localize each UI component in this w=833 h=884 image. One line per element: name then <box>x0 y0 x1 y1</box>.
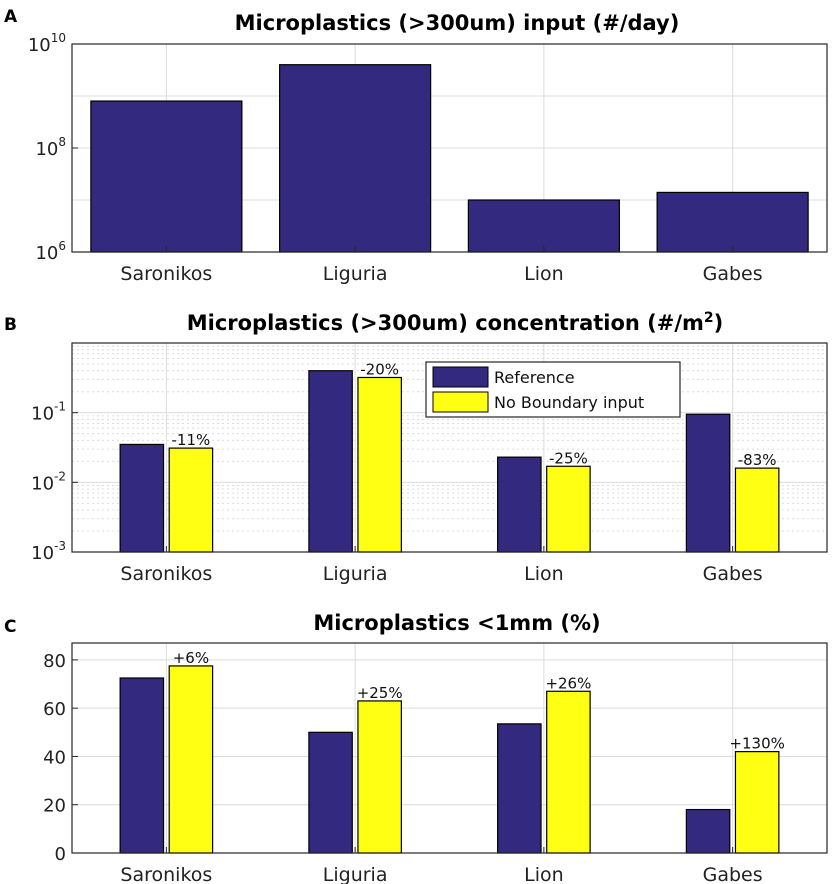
bar-gabes-series-1 <box>656 191 809 253</box>
y-tick-base: 10 <box>28 35 51 56</box>
y-tick-label: 108 <box>35 135 66 160</box>
bar-lion-series-2 <box>546 465 591 553</box>
data-label-lion: +26% <box>545 674 591 692</box>
x-tick-label-saronikos: Saronikos <box>120 864 212 884</box>
legend-label-no-boundary: No Boundary input <box>494 393 644 412</box>
bar-saronikos-series-1 <box>90 100 243 253</box>
panel-b: B Microplastics (>300um) concentration (… <box>4 310 828 585</box>
data-label-saronikos: +6% <box>173 649 209 667</box>
x-tick-label-lion: Lion <box>524 263 564 285</box>
y-tick-base: 10 <box>35 243 58 264</box>
panel-letter-b: B <box>4 315 17 335</box>
y-tick-label: 0 <box>55 844 66 865</box>
x-tick-label-saronikos: Saronikos <box>120 563 212 585</box>
bar-gabes-series-2 <box>734 467 780 553</box>
data-label-lion: -25% <box>549 449 588 467</box>
y-tick-label: 10-2 <box>31 469 66 494</box>
bar-lion-series-2 <box>546 690 591 854</box>
y-tick-label: 20 <box>43 796 66 817</box>
x-tick-label-saronikos: Saronikos <box>120 263 212 285</box>
bar-saronikos-series-2 <box>168 665 214 854</box>
chart-title-c: Microplastics <1mm (%) <box>313 611 600 635</box>
y-tick-exponent: 10 <box>51 31 66 45</box>
data-label-liguria: +25% <box>357 684 403 702</box>
bar-lion-series-1 <box>467 199 620 253</box>
bar-liguria-series-1 <box>308 370 353 553</box>
bar-liguria-series-2 <box>357 376 402 553</box>
bar-lion-series-1 <box>497 723 542 854</box>
y-tick-exponent: -2 <box>54 469 66 483</box>
x-tick-label-liguria: Liguria <box>323 263 388 285</box>
bar-gabes-series-1 <box>685 808 731 854</box>
x-tick-label-gabes: Gabes <box>703 864 763 884</box>
bar-saronikos-series-2 <box>168 447 214 553</box>
bar-gabes-series-1 <box>685 413 731 553</box>
panel-letter-c: C <box>4 617 16 637</box>
chart-title-b: Microplastics (>300um) concentration (#/… <box>187 310 724 335</box>
y-tick-label: 10-1 <box>31 400 66 425</box>
legend-swatch-no-boundary <box>432 391 489 413</box>
bar-liguria-series-1 <box>308 731 353 854</box>
y-tick-label: 60 <box>43 699 66 720</box>
y-tick-label: 106 <box>35 239 66 264</box>
bar-lion-series-1 <box>497 456 542 553</box>
data-label-liguria: -20% <box>360 360 399 378</box>
bar-liguria-series-2 <box>357 700 402 854</box>
x-tick-label-gabes: Gabes <box>703 263 763 285</box>
axes-box <box>71 342 828 553</box>
x-tick-label-lion: Lion <box>524 864 564 884</box>
data-label-gabes: +130% <box>729 735 784 753</box>
chart-title-b-sup: 2 <box>704 310 714 326</box>
data-label-saronikos: -11% <box>172 431 211 449</box>
y-tick-base: 10 <box>31 473 54 494</box>
legend-label-reference: Reference <box>494 368 575 387</box>
chart-title-b-main: Microplastics (>300um) concentration (#/… <box>187 311 704 335</box>
x-tick-label-liguria: Liguria <box>323 864 388 884</box>
axes-box <box>71 642 828 854</box>
y-tick-exponent: -3 <box>54 539 66 553</box>
chart-title-b-end: ) <box>714 311 724 335</box>
y-tick-exponent: -1 <box>54 400 66 414</box>
bars: -11% -20% -25% -83% <box>119 360 780 553</box>
y-tick-base: 10 <box>31 404 54 425</box>
legend-swatch-reference <box>432 366 489 388</box>
panel-letter-a: A <box>4 7 18 27</box>
axes: 0 20 40 60 80 Saronikos Liguria Lion Gabes <box>43 642 828 884</box>
chart-title-a: Microplastics (>300um) input (#/day) <box>235 11 680 35</box>
bar-saronikos-series-1 <box>119 677 165 854</box>
data-label-gabes: -83% <box>738 451 777 469</box>
y-tick-base: 10 <box>31 543 54 564</box>
y-tick-label: 80 <box>43 651 66 672</box>
x-tick-label-liguria: Liguria <box>323 563 388 585</box>
y-tick-exponent: 6 <box>58 239 66 253</box>
y-tick-label: 10-3 <box>31 539 66 564</box>
bar-liguria-series-1 <box>279 64 432 253</box>
bar-gabes-series-2 <box>734 751 780 854</box>
panel-a: A Microplastics (>300um) input (#/day) 1… <box>4 7 828 285</box>
legend: Reference No Boundary input <box>425 361 681 418</box>
y-tick-exponent: 8 <box>58 135 66 149</box>
y-tick-base: 10 <box>35 139 58 160</box>
x-tick-label-gabes: Gabes <box>703 563 763 585</box>
bar-saronikos-series-1 <box>119 443 165 553</box>
x-tick-label-lion: Lion <box>524 563 564 585</box>
y-tick-label: 1010 <box>28 31 66 56</box>
y-tick-label: 40 <box>43 747 66 768</box>
panel-c: C Microplastics <1mm (%) +6% +25% +26% +130… <box>4 611 828 884</box>
